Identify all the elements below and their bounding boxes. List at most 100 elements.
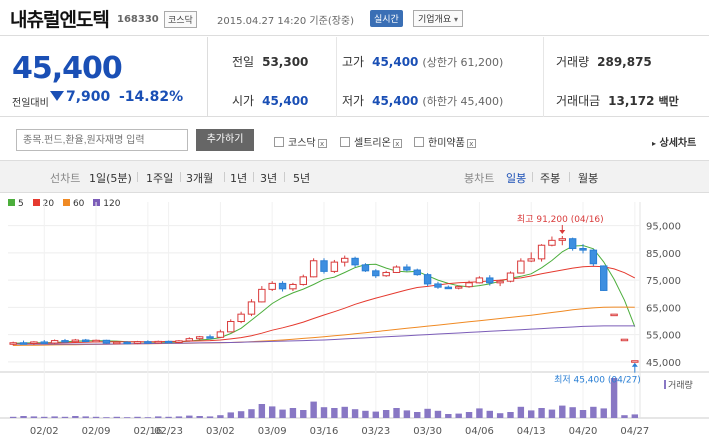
volume-bar [559, 405, 566, 418]
tab-5year[interactable]: 5년 [293, 172, 311, 185]
company-info-button[interactable]: 기업개요 ▾ [413, 10, 464, 27]
ma-legend: 5 20 60 120 [8, 199, 126, 209]
tab-separator [253, 172, 254, 182]
volume-bar [268, 406, 276, 418]
candle-body [92, 339, 100, 343]
candle-body [620, 338, 629, 342]
x-tick-label: 04/06 [465, 426, 494, 437]
candle-body [309, 260, 318, 278]
y-tick-label: 95,000 [646, 222, 681, 233]
realtime-button[interactable]: 실시간 [370, 10, 403, 27]
legend-swatch [8, 199, 15, 206]
candle-body [61, 340, 69, 343]
tab-1year[interactable]: 1년 [230, 172, 248, 185]
candle-body [175, 340, 183, 343]
volume-bar [155, 416, 162, 418]
min-price-label: 최저 45,400 (04/27) [554, 375, 641, 386]
volume-bar [300, 410, 307, 418]
volume-bar [289, 408, 297, 418]
tab-separator [284, 172, 285, 182]
checkbox-icon[interactable] [274, 137, 284, 147]
checkbox-icon[interactable] [340, 137, 350, 147]
search-input[interactable] [16, 129, 188, 151]
volume-bar [414, 412, 421, 418]
amount-unit: 백만 [658, 95, 679, 108]
y-tick-label: 45,000 [646, 358, 681, 369]
volume-bar [528, 410, 535, 418]
candle-chart-label: 봉차트 [464, 172, 495, 185]
volume-label: 거래량 [556, 55, 590, 69]
compare-kosdaq[interactable]: 코스닥 x [274, 134, 327, 149]
volume-bar [486, 410, 493, 418]
stock-code: 168330 [117, 14, 159, 25]
tab-1day[interactable]: 1일(5분) [89, 172, 132, 185]
volume-bar [41, 416, 48, 418]
candle-body [496, 280, 504, 284]
open-cell: 시가 45,400 [232, 92, 308, 109]
divider [336, 37, 337, 117]
x-tick-label: 03/30 [413, 426, 442, 437]
volume-bar [621, 415, 628, 418]
volume-bar [579, 410, 587, 418]
candle-body [299, 276, 307, 285]
max-price-label: 최고 91,200 (04/16) [517, 214, 604, 225]
candle-body [19, 342, 28, 345]
compare-hanmi[interactable]: 한미약품 x [414, 134, 476, 149]
candle-body [382, 271, 390, 277]
volume-bar [82, 416, 89, 418]
current-price: 45,400 [12, 51, 123, 86]
candle-body [465, 282, 473, 288]
volume-bar [538, 408, 545, 418]
high-value: 45,400 [372, 55, 419, 69]
detail-chart-label: 상세차트 [659, 138, 697, 149]
candle-body [392, 266, 401, 273]
y-tick-label: 65,000 [646, 303, 681, 314]
volume-bar [476, 408, 483, 418]
candle-body [548, 239, 556, 246]
amount-label: 거래대금 [556, 94, 601, 108]
tab-daily[interactable]: 일봉 [506, 172, 527, 185]
x-tick-label: 03/16 [310, 426, 339, 437]
compare-celltrion[interactable]: 셀트리온 x [340, 134, 402, 149]
detail-chart-link[interactable]: ▸ 상세차트 [652, 134, 696, 149]
candle-body [30, 341, 38, 344]
tab-1week[interactable]: 1주일 [146, 172, 174, 185]
volume-bar [92, 416, 100, 418]
volume-bar [610, 378, 618, 418]
tab-weekly[interactable]: 주봉 [540, 172, 561, 185]
candle-body [403, 266, 411, 271]
annotations: 최고 91,200 (04/16) 최저 45,400 (04/27) [517, 214, 641, 386]
volume-bar [631, 414, 639, 418]
x-tick-label: 04/27 [620, 426, 649, 437]
candle-body [372, 270, 380, 277]
remove-icon[interactable]: x [317, 139, 327, 148]
remove-icon[interactable]: x [392, 139, 402, 148]
volume-bar [600, 408, 607, 418]
candle-body [330, 261, 339, 272]
tab-3month[interactable]: 3개월 [186, 172, 214, 185]
volume-bar [351, 409, 359, 418]
volume-bar [248, 409, 255, 418]
volume-bar [206, 416, 214, 418]
candle-body [434, 283, 442, 288]
candle-body [527, 258, 535, 262]
tab-monthly[interactable]: 월봉 [578, 172, 599, 185]
line-chart-label: 선차트 [50, 172, 81, 185]
candle-body [631, 360, 639, 363]
x-tick-label: 02/02 [30, 426, 59, 437]
add-button[interactable]: 추가하기 [196, 129, 254, 151]
volume-bar [590, 406, 597, 418]
open-label: 시가 [232, 94, 255, 108]
x-tick-label: 03/02 [206, 426, 235, 437]
chart-tabs: 선차트 1일(5분) 1주일 3개월 1년 3년 5년 봉차트 일봉 주봉 월봉 [0, 161, 709, 193]
volume-bar [465, 412, 473, 418]
x-tick-label: 02/09 [82, 426, 111, 437]
volume-bar [372, 411, 380, 418]
candle-body [486, 277, 494, 284]
checkbox-icon[interactable] [414, 137, 424, 147]
candle-body [102, 339, 111, 344]
candle-body [216, 331, 225, 338]
tab-3year[interactable]: 3년 [260, 172, 278, 185]
remove-icon[interactable]: x [466, 139, 476, 148]
volume-bar [144, 417, 152, 418]
